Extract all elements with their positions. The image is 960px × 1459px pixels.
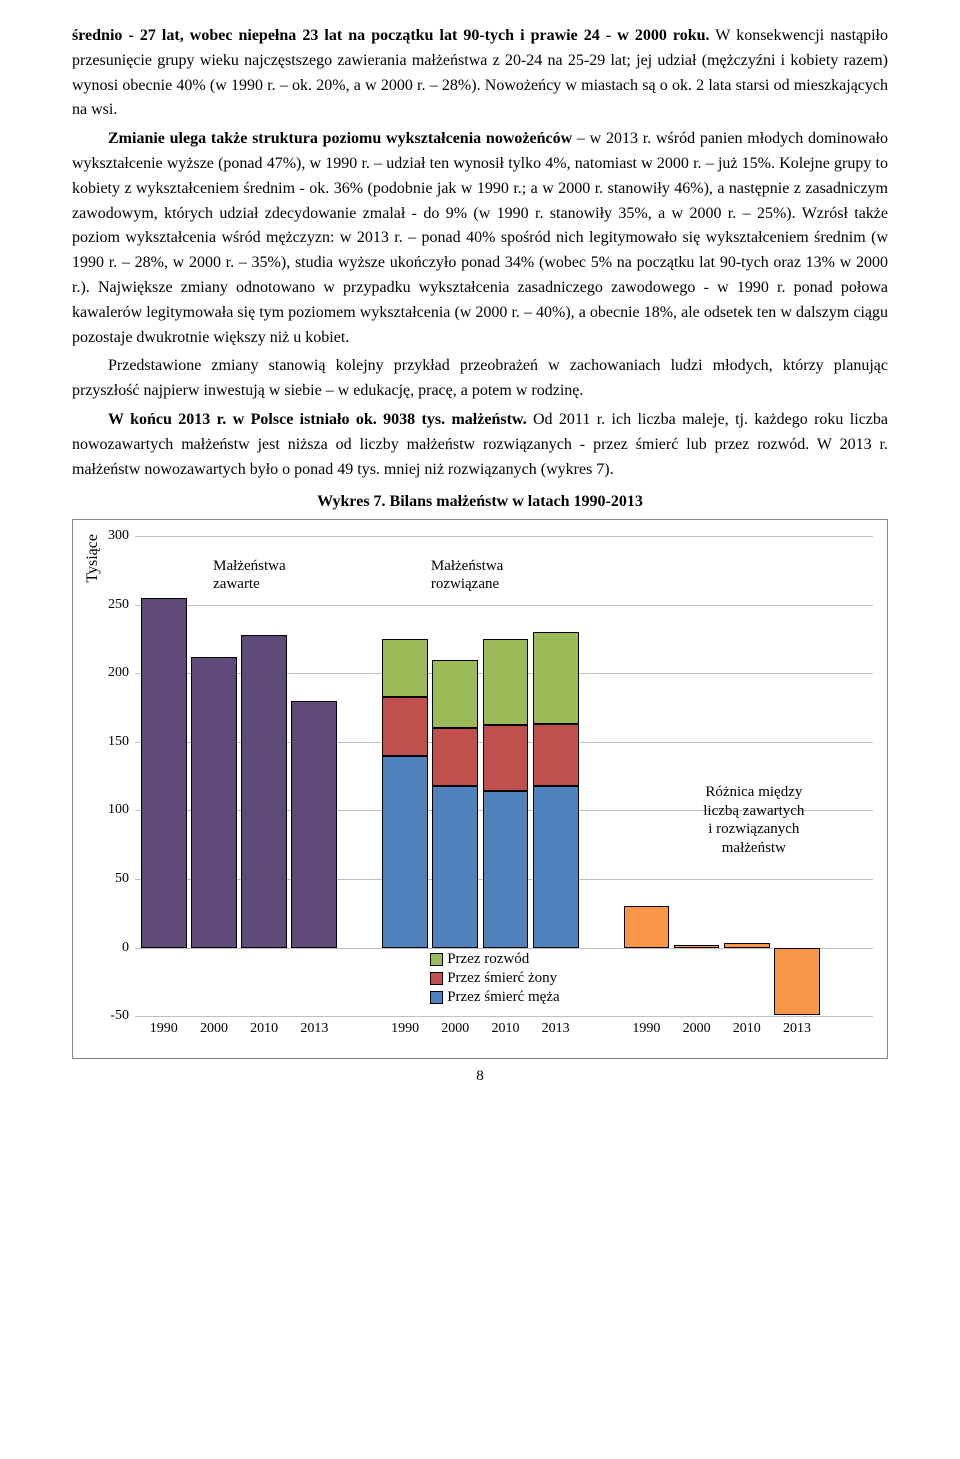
x-tick-label: 2010	[250, 1018, 278, 1040]
y-tick-label: 300	[91, 525, 129, 547]
grid-line	[135, 536, 873, 537]
legend-swatch	[430, 953, 443, 966]
bar-segment	[724, 943, 770, 947]
y-tick-label: 100	[91, 800, 129, 822]
page-number: 8	[72, 1065, 888, 1088]
p4-bold: W końcu 2013 r. w Polsce istniało ok. 90…	[108, 411, 527, 428]
y-tick-label: 150	[91, 731, 129, 753]
x-tick-label: 2000	[200, 1018, 228, 1040]
bar-segment	[382, 756, 428, 948]
paragraph-1: średnio - 27 lat, wobec niepełna 23 lat …	[72, 24, 888, 123]
paragraph-2: Zmianie ulega także struktura poziomu wy…	[72, 127, 888, 350]
bar-segment	[141, 598, 187, 948]
x-tick-label: 2000	[441, 1018, 469, 1040]
bar-segment	[432, 660, 478, 729]
y-tick-label: 250	[91, 594, 129, 616]
bar-segment	[382, 639, 428, 697]
y-tick-label: 0	[91, 937, 129, 959]
bar-segment	[382, 697, 428, 756]
grid-line	[135, 948, 873, 949]
x-tick-label: 2010	[733, 1018, 761, 1040]
plot-area: -50050100150200250300Małżeństwazawarte19…	[135, 536, 873, 1016]
chart-container: Tysiące -50050100150200250300Małżeństwaz…	[72, 519, 888, 1059]
p2-bold: Zmianie ulega także struktura poziomu wy…	[108, 130, 572, 147]
grid-line	[135, 1016, 873, 1017]
x-tick-label: 2013	[542, 1018, 570, 1040]
y-tick-label: 200	[91, 662, 129, 684]
legend-swatch	[430, 991, 443, 1004]
bar-segment	[533, 724, 579, 786]
legend-label: Przez śmierć żony	[447, 970, 557, 986]
legend-item: Przez śmierć męża	[430, 988, 559, 1007]
chart-title: Wykres 7. Bilans małżeństw w latach 1990…	[72, 490, 888, 515]
x-tick-label: 2013	[783, 1018, 811, 1040]
paragraph-4: W końcu 2013 r. w Polsce istniało ok. 90…	[72, 408, 888, 482]
legend-swatch	[430, 972, 443, 985]
bar-segment	[624, 906, 670, 947]
x-tick-label: 1990	[632, 1018, 660, 1040]
paragraph-3: Przedstawione zmiany stanowią kolejny pr…	[72, 354, 888, 404]
y-tick-label: 50	[91, 868, 129, 890]
bar-segment	[241, 635, 287, 948]
bar-segment	[674, 945, 720, 948]
p2-rest: – w 2013 r. wśród panien młodych dominow…	[72, 130, 888, 345]
x-tick-label: 1990	[391, 1018, 419, 1040]
bar-segment	[291, 701, 337, 948]
bar-segment	[533, 632, 579, 724]
bar-segment	[483, 791, 529, 947]
cause-legend: Przez rozwód Przez śmierć żony Przez śmier…	[430, 950, 559, 1006]
legend-item: Przez śmierć żony	[430, 969, 559, 988]
bar-segment	[432, 786, 478, 948]
bar-segment	[483, 639, 529, 725]
grid-line	[135, 605, 873, 606]
bar-segment	[774, 948, 820, 1015]
p1-bold: średnio - 27 lat, wobec niepełna 23 lat …	[72, 27, 710, 44]
bar-segment	[432, 728, 478, 786]
x-tick-label: 2013	[300, 1018, 328, 1040]
group-title: Małżeństwazawarte	[213, 557, 285, 595]
x-tick-label: 2000	[683, 1018, 711, 1040]
difference-annotation: Różnica międzyliczbą zawartychi rozwiąza…	[703, 783, 804, 858]
bar-segment	[483, 725, 529, 791]
bar-segment	[533, 786, 579, 948]
x-tick-label: 1990	[150, 1018, 178, 1040]
legend-label: Przez śmierć męża	[447, 989, 559, 1005]
bar-segment	[191, 657, 237, 948]
group-title: Małżeństwarozwiązane	[431, 557, 503, 595]
y-tick-label: -50	[91, 1005, 129, 1027]
legend-item: Przez rozwód	[430, 950, 559, 969]
x-tick-label: 2010	[491, 1018, 519, 1040]
legend-label: Przez rozwód	[447, 951, 529, 967]
